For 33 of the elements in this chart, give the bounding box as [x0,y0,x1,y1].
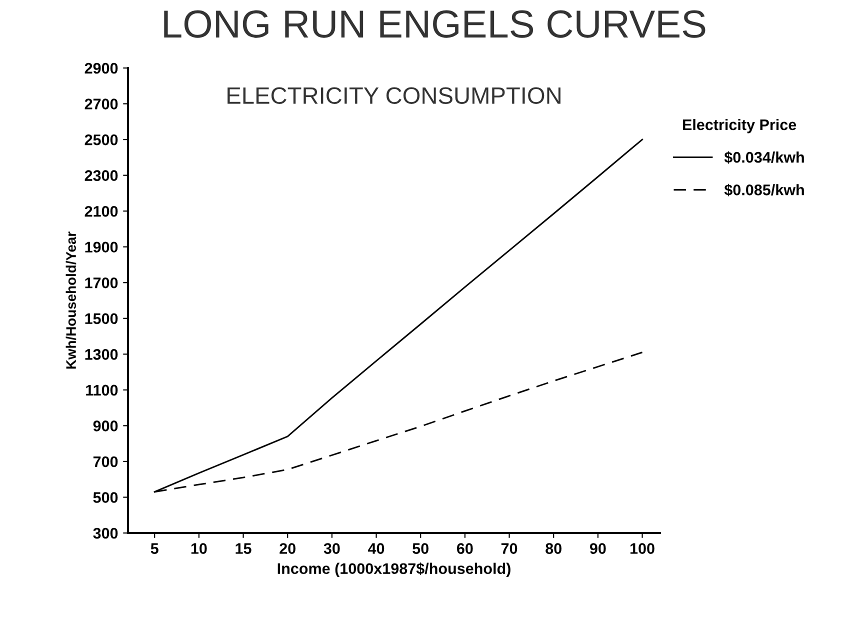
y-tick-label: 1500 [85,313,118,324]
y-tick-label: 1900 [85,242,118,253]
chart-title: LONG RUN ENGELS CURVES [164,10,706,38]
x-tick-label: 30 [324,543,340,554]
x-tick-label: 15 [236,543,252,554]
x-tick-label: 70 [501,543,518,554]
y-tick-label: 1100 [86,384,118,396]
x-axis-title: Income (1000x1987$/household) [278,562,510,578]
y-tick-label: 900 [93,420,118,432]
legend-label: $0.085/kwh [724,184,804,196]
y-tick-label: 1300 [85,349,118,360]
y-tick-label: 2500 [84,134,118,146]
y-tick-label: 500 [93,492,118,503]
y-tick-label: 2100 [84,206,118,217]
y-tick-label: 2900 [84,62,118,74]
x-tick-label: 90 [590,543,606,554]
legend-label: $0.034/kwh [724,151,804,164]
y-tick-label: 1700 [85,277,118,288]
y-axis-title: Kwh/Household/Year [66,232,76,369]
x-tick-label: 20 [280,543,296,554]
text: ELECTRICITY CONSUMPTION [228,87,560,104]
y-tick-label: 300 [93,528,118,539]
x-tick-label: 80 [546,543,562,554]
y-tick-label: 700 [93,456,118,468]
x-tick-label: 100 [630,543,654,554]
x-tick-label: 40 [368,543,384,554]
x-tick-label: 10 [191,543,207,554]
y-tick-label: 2700 [84,98,118,110]
legend-title: Electricity Price [682,118,796,134]
x-tick-label: 60 [456,543,473,554]
y-tick-label: 2300 [84,170,118,182]
x-tick-label: 50 [412,543,428,554]
x-tick-label: 5 [150,543,158,554]
